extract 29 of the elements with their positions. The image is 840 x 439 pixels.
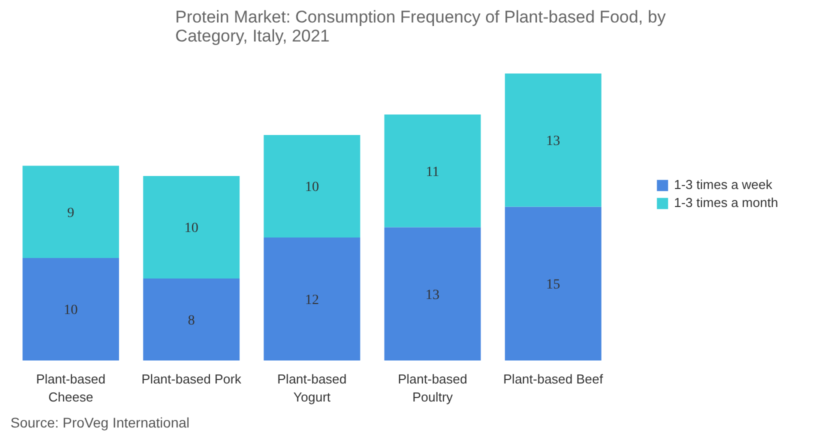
bar <box>264 237 360 360</box>
bar <box>22 258 120 360</box>
data-label: 15 <box>546 278 560 293</box>
data-label: 8 <box>188 313 195 328</box>
bar <box>143 278 240 360</box>
data-label: 10 <box>64 303 78 318</box>
data-label: 13 <box>546 134 560 150</box>
x-tick-label: Plant-based Poultry <box>398 372 468 404</box>
bar <box>504 73 602 207</box>
data-label: 11 <box>426 164 440 180</box>
data-label: 12 <box>304 292 319 308</box>
data-label: 10 <box>184 221 198 236</box>
bar <box>384 227 481 360</box>
bar <box>384 114 481 228</box>
bar <box>504 206 602 360</box>
legend-label: 1-3 times a month <box>674 195 778 210</box>
x-tick-label: Plant-based Yogurt <box>277 372 347 404</box>
data-label: 9 <box>67 206 74 221</box>
data-label: 13 <box>426 288 440 303</box>
data-label: 10 <box>304 180 319 196</box>
x-tick-label: Plant-based Cheese <box>36 372 106 404</box>
bar <box>143 176 240 278</box>
bar <box>264 134 360 238</box>
legend-label: 1-3 times a week <box>674 177 772 192</box>
source-note: Source: ProVeg International <box>10 414 190 430</box>
chart-title: Protein Market: Consumption Frequency of Plant-based Food, by Category, Italy, 2021 <box>175 8 666 46</box>
x-tick-label: Plant-based Pork <box>142 372 242 386</box>
x-tick-label: Plant-based Beef <box>503 372 604 386</box>
bar <box>22 166 120 258</box>
